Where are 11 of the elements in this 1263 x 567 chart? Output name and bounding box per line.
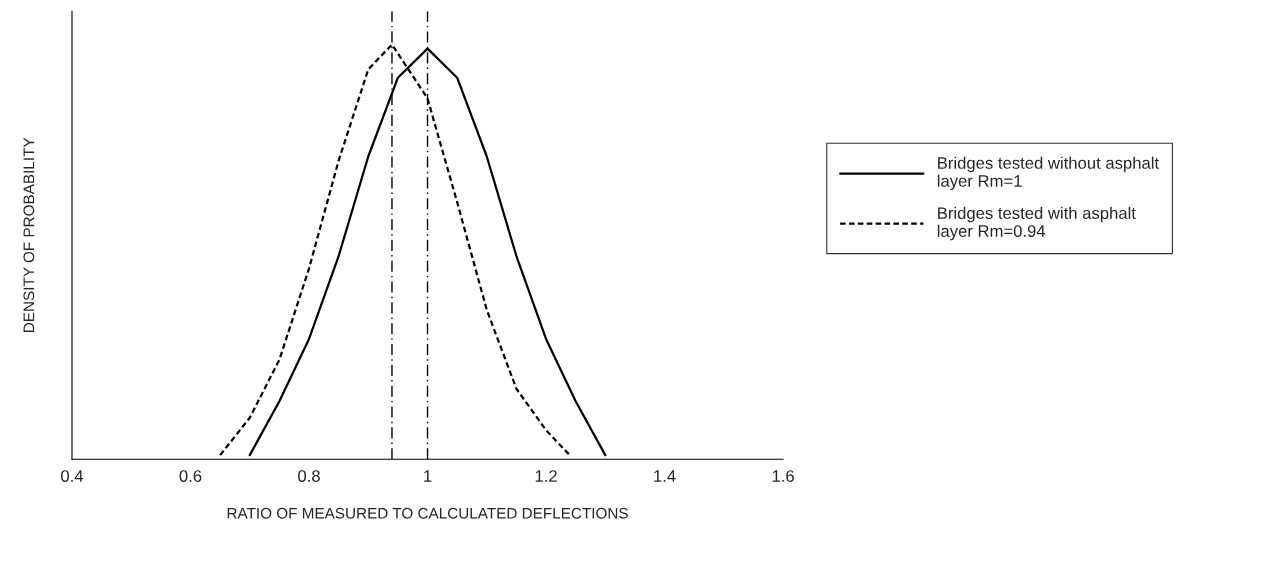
x-tick-label: 1.4: [654, 470, 676, 482]
x-tick-label: 0.4: [61, 470, 84, 482]
legend-label: Bridges tested without asphalt layer Rm=1: [937, 156, 1159, 191]
x-tick-label: 1.6: [772, 470, 794, 482]
x-tick-label: 0.8: [298, 470, 320, 482]
x-tick-label: 0.6: [179, 470, 202, 482]
x-tick-label: 1: [424, 470, 432, 482]
y-axis-title: DENSITY OF PROBABILITY: [23, 137, 35, 332]
x-tick-label: 1.2: [535, 470, 557, 482]
legend-label: Bridges tested with asphalt layer Rm=0.94: [937, 206, 1136, 241]
x-axis-title: RATIO OF MEASURED TO CALCULATED DEFLECTIONS: [227, 507, 628, 519]
